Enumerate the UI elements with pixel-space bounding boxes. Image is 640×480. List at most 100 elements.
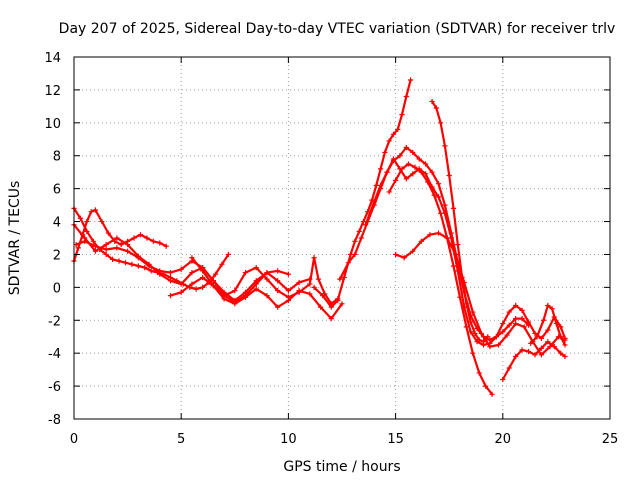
series-arc-8 <box>337 156 568 348</box>
data-point <box>562 342 568 348</box>
data-point <box>341 274 347 281</box>
data-point <box>448 230 454 236</box>
data-point <box>296 279 302 286</box>
data-point <box>403 176 409 182</box>
data-point <box>513 316 519 322</box>
data-point <box>311 255 317 261</box>
data-point <box>142 265 148 271</box>
data-point <box>423 161 429 167</box>
data-point <box>393 177 399 184</box>
data-point <box>532 330 538 337</box>
data-point <box>189 255 195 261</box>
data-point <box>384 169 390 175</box>
data-point <box>200 274 206 281</box>
x-axis-title: GPS time / hours <box>283 459 400 475</box>
data-point <box>253 281 259 287</box>
x-tick-label: 10 <box>280 432 297 447</box>
data-point <box>521 324 527 330</box>
data-point <box>397 153 403 159</box>
data-point <box>403 144 409 151</box>
data-point <box>90 238 96 244</box>
series-arc-7 <box>311 77 414 310</box>
data-point <box>225 251 231 258</box>
data-point <box>315 276 322 282</box>
data-point <box>382 149 388 156</box>
data-point <box>307 281 313 287</box>
data-point <box>285 294 291 300</box>
data-point <box>442 143 448 149</box>
data-point <box>125 241 131 248</box>
data-point <box>92 243 99 249</box>
data-point <box>253 286 259 292</box>
data-point <box>296 289 302 295</box>
data-series-group <box>71 77 568 397</box>
data-point <box>144 235 150 241</box>
data-point <box>377 182 384 188</box>
data-point <box>435 181 442 187</box>
grid-lines <box>74 57 610 419</box>
y-tick-label: 0 <box>53 281 61 296</box>
data-point <box>264 276 270 282</box>
data-point <box>525 322 532 328</box>
data-point <box>534 334 540 340</box>
data-point <box>478 330 484 337</box>
y-tick-label: 14 <box>44 51 61 66</box>
data-point <box>506 309 512 315</box>
data-point <box>135 253 141 259</box>
data-point <box>435 230 442 236</box>
data-point <box>84 218 90 225</box>
data-point <box>408 77 414 83</box>
series-arc-9 <box>362 144 532 343</box>
data-point <box>459 274 465 281</box>
data-point <box>328 304 334 310</box>
series-trace <box>72 208 168 263</box>
data-point <box>390 158 397 164</box>
y-tick-label: 6 <box>53 183 61 198</box>
data-point <box>403 93 409 100</box>
data-point <box>493 334 499 340</box>
data-point <box>103 246 109 253</box>
data-point <box>219 261 225 267</box>
data-point <box>513 302 519 309</box>
x-tick-label: 0 <box>70 432 78 447</box>
data-point <box>558 334 564 340</box>
data-point <box>401 255 407 261</box>
data-point <box>103 241 109 248</box>
data-point <box>189 281 195 287</box>
data-point <box>545 302 551 309</box>
data-point <box>429 98 435 105</box>
data-point <box>328 316 334 322</box>
data-point <box>472 330 478 337</box>
data-point <box>435 194 442 200</box>
data-point <box>386 189 392 195</box>
data-point <box>200 284 206 290</box>
data-point <box>88 209 94 215</box>
data-point <box>317 304 324 310</box>
data-point <box>500 329 506 335</box>
chart-title: Day 207 of 2025, Sidereal Day-to-day VTE… <box>59 21 616 37</box>
data-point <box>418 169 424 175</box>
data-point <box>275 268 281 274</box>
y-tick-label: 8 <box>53 150 61 165</box>
data-point <box>345 260 352 266</box>
data-point <box>178 281 184 287</box>
data-point <box>362 222 369 228</box>
series-trace <box>529 304 567 347</box>
data-point <box>427 232 433 238</box>
data-point <box>109 256 116 262</box>
y-tick-label: 10 <box>44 117 61 132</box>
data-point <box>423 171 429 177</box>
y-tick-label: -6 <box>48 380 61 395</box>
data-point <box>307 291 313 297</box>
data-point <box>562 353 568 360</box>
data-point <box>551 344 557 350</box>
data-point <box>103 251 109 258</box>
data-point <box>200 268 206 274</box>
data-point <box>463 324 469 330</box>
data-point <box>418 238 424 244</box>
data-point <box>167 269 174 276</box>
y-tick-label: -8 <box>48 413 61 428</box>
data-point <box>470 350 476 356</box>
data-point <box>410 149 416 156</box>
